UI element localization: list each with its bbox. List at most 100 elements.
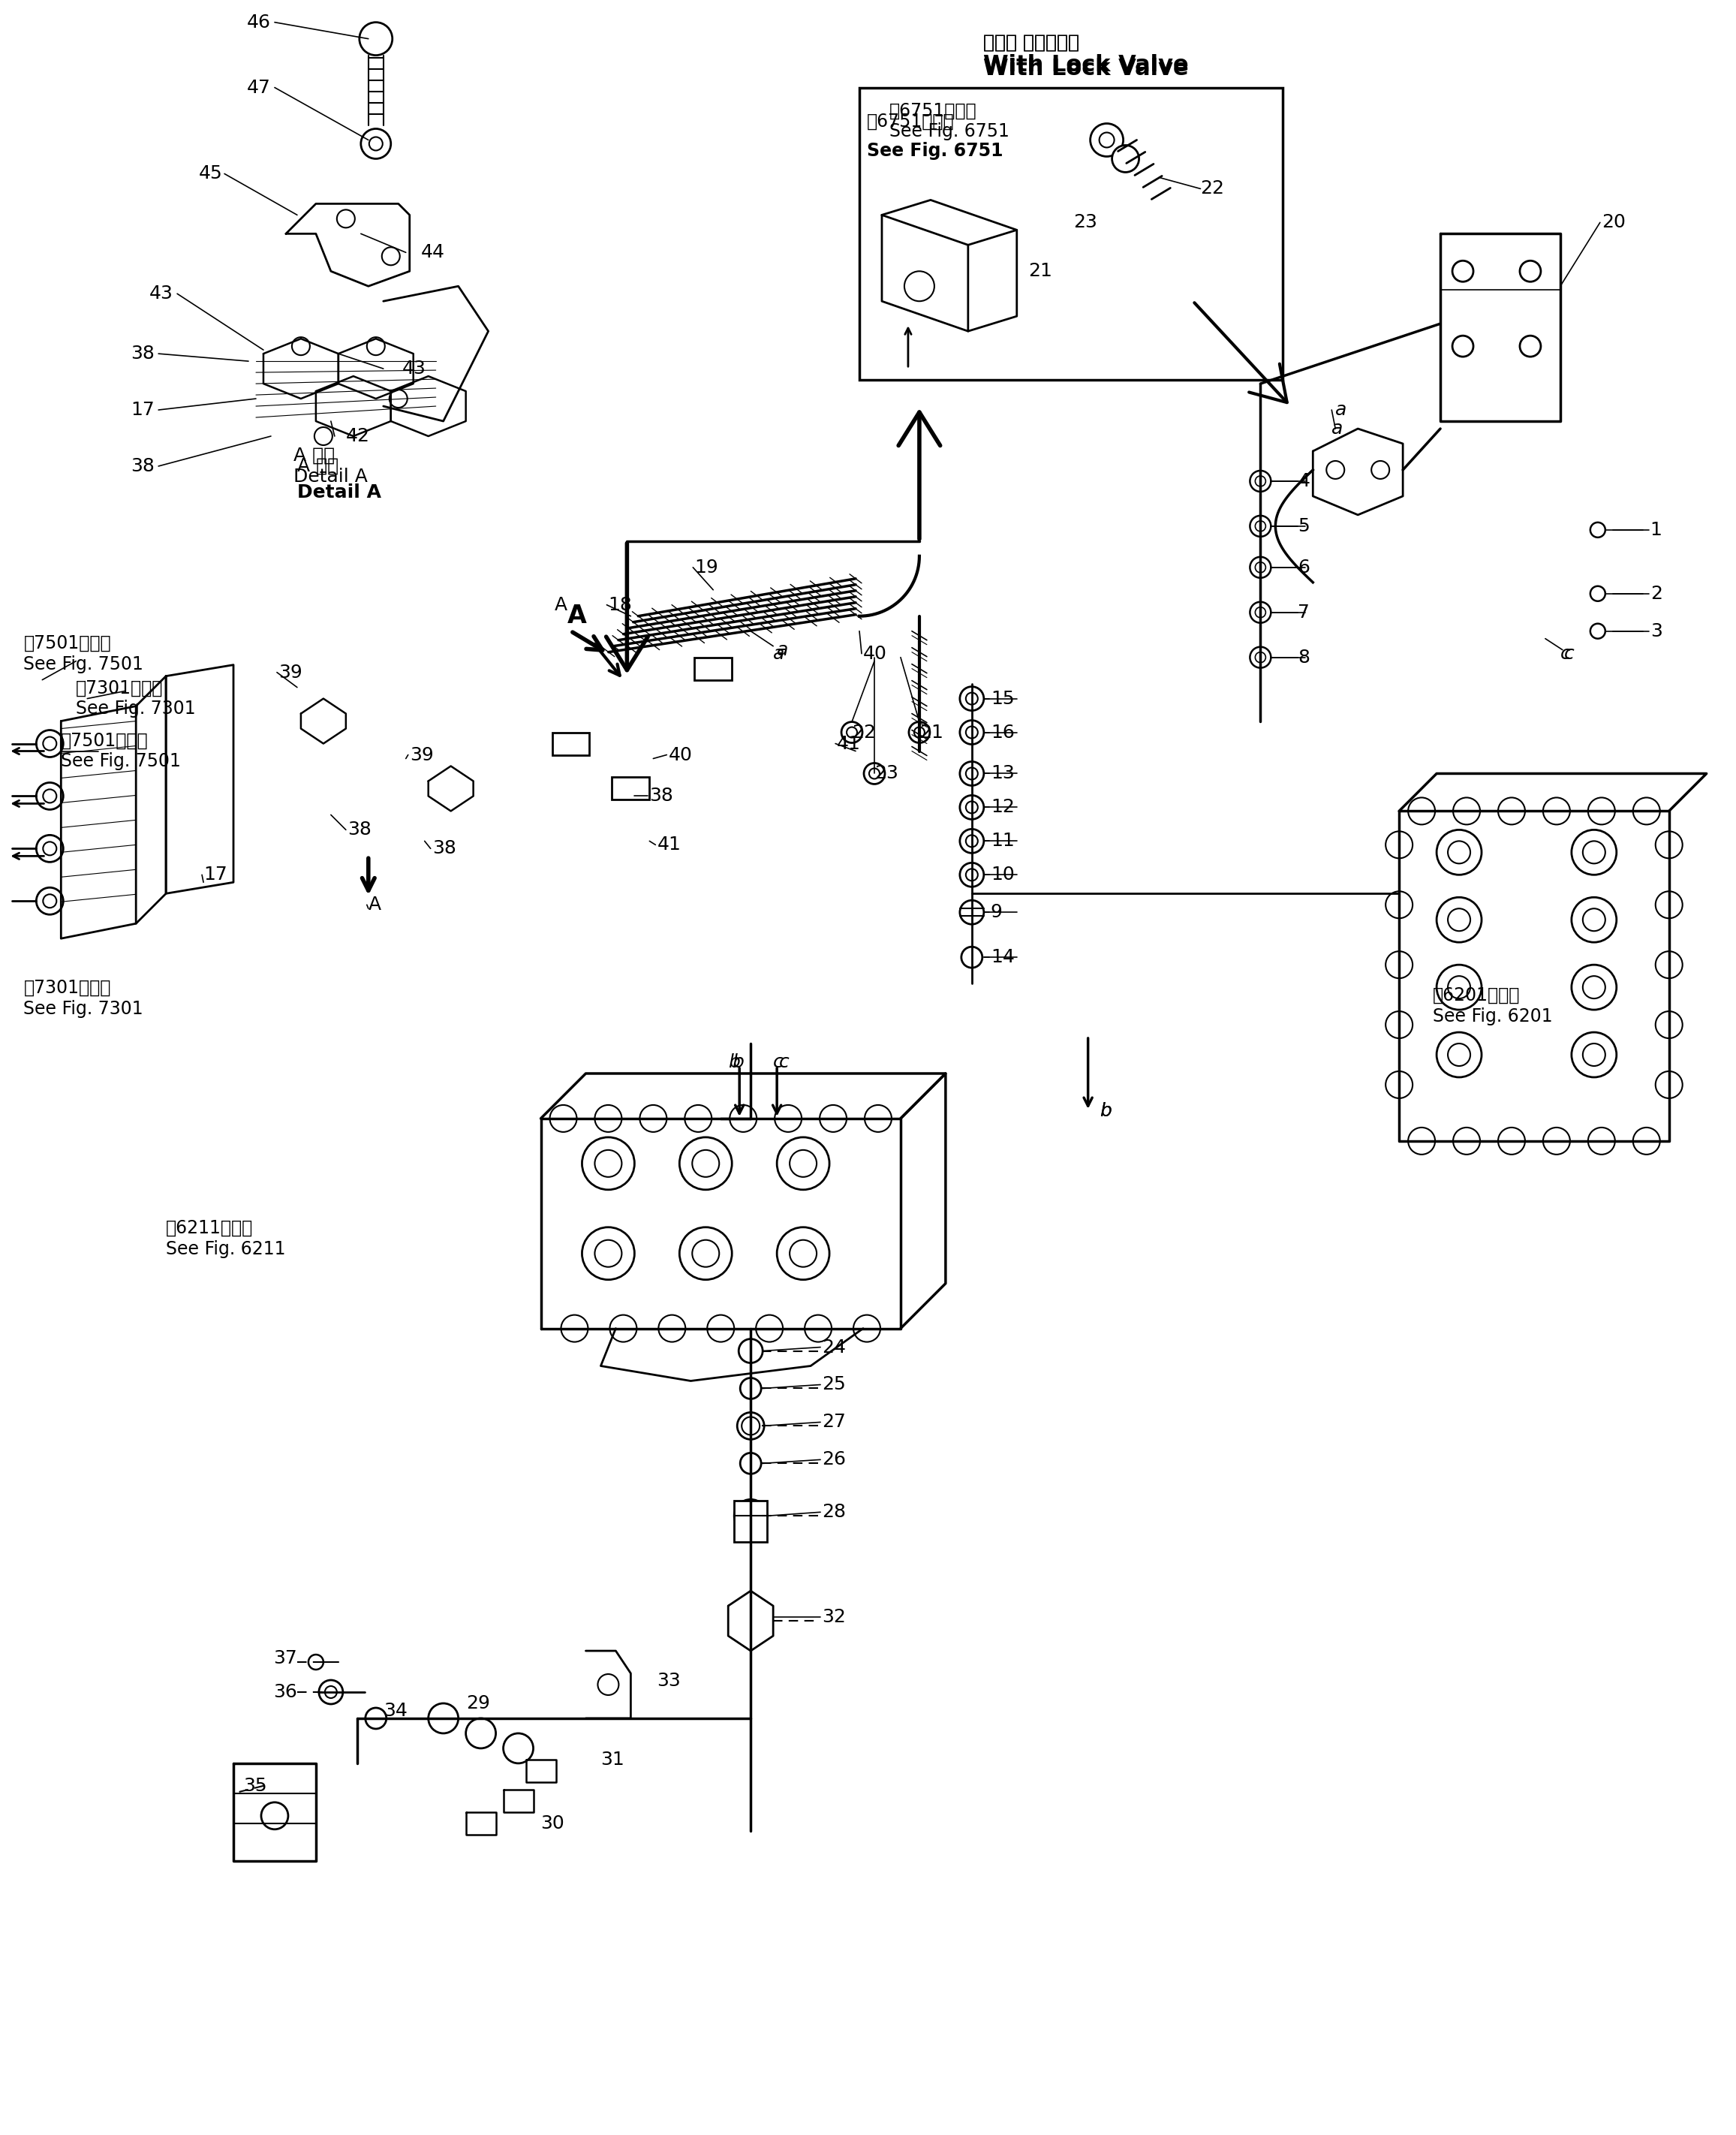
Text: 22: 22 — [1201, 179, 1224, 199]
Text: 31: 31 — [601, 1751, 625, 1768]
Bar — [552, 732, 590, 756]
Circle shape — [740, 1377, 760, 1398]
Circle shape — [1519, 260, 1542, 282]
Text: 7: 7 — [1299, 604, 1311, 621]
Text: 21: 21 — [1028, 263, 1052, 280]
Text: A: A — [554, 596, 568, 615]
Text: 23: 23 — [1073, 214, 1097, 231]
Bar — [859, 88, 1283, 380]
Circle shape — [1250, 647, 1271, 668]
Circle shape — [595, 1106, 621, 1132]
Text: 2: 2 — [1651, 585, 1663, 602]
Circle shape — [960, 901, 984, 924]
Circle shape — [1437, 897, 1481, 942]
Text: ロック バルブ付き: ロック バルブ付き — [983, 34, 1080, 51]
Circle shape — [790, 1151, 816, 1176]
Circle shape — [1588, 798, 1614, 824]
Circle shape — [684, 1106, 712, 1132]
Circle shape — [1543, 1127, 1569, 1155]
Circle shape — [1448, 910, 1470, 931]
Circle shape — [361, 128, 391, 158]
Circle shape — [1571, 897, 1616, 942]
Circle shape — [842, 722, 863, 743]
Text: 5: 5 — [1299, 517, 1309, 536]
Text: 43: 43 — [149, 284, 174, 303]
Circle shape — [734, 1499, 767, 1533]
Circle shape — [778, 1138, 830, 1189]
Text: See Fig. 6751: See Fig. 6751 — [866, 143, 1003, 160]
Circle shape — [1448, 841, 1470, 863]
Circle shape — [365, 1708, 387, 1729]
Circle shape — [609, 1315, 637, 1343]
Circle shape — [740, 1339, 762, 1362]
Circle shape — [707, 1315, 734, 1343]
Circle shape — [1448, 976, 1470, 999]
Circle shape — [1255, 606, 1266, 617]
Text: c: c — [779, 1053, 790, 1072]
Circle shape — [366, 337, 385, 354]
Text: ロック バルブ付き: ロック バルブ付き — [983, 34, 1080, 51]
Text: 43: 43 — [403, 359, 425, 378]
Circle shape — [778, 1228, 830, 1279]
Circle shape — [465, 1719, 496, 1749]
Circle shape — [1255, 476, 1266, 487]
Circle shape — [1453, 1127, 1481, 1155]
Text: A 詳細
Detail A: A 詳細 Detail A — [293, 446, 368, 485]
Circle shape — [960, 796, 984, 820]
Text: 14: 14 — [991, 948, 1014, 967]
Circle shape — [1448, 1044, 1470, 1065]
Text: 41: 41 — [837, 734, 861, 754]
Text: 13: 13 — [991, 764, 1014, 784]
Circle shape — [1656, 1072, 1682, 1097]
Text: 30: 30 — [542, 1815, 564, 1832]
Circle shape — [43, 841, 57, 856]
Bar — [694, 658, 733, 679]
Circle shape — [1326, 461, 1344, 478]
Circle shape — [43, 790, 57, 803]
Circle shape — [1590, 587, 1606, 602]
Text: 29: 29 — [465, 1695, 490, 1712]
Text: 38: 38 — [347, 820, 372, 839]
Text: 12: 12 — [991, 798, 1014, 816]
Circle shape — [755, 1315, 783, 1343]
Circle shape — [1385, 952, 1413, 978]
Text: 第7501図参照
See Fig. 7501: 第7501図参照 See Fig. 7501 — [24, 634, 144, 673]
Circle shape — [260, 1802, 288, 1830]
Circle shape — [1453, 260, 1474, 282]
Text: 6: 6 — [1299, 559, 1311, 576]
Circle shape — [36, 888, 62, 914]
Circle shape — [1583, 1044, 1606, 1065]
Text: c: c — [773, 1053, 783, 1072]
Circle shape — [1543, 798, 1569, 824]
Circle shape — [960, 762, 984, 786]
Circle shape — [595, 1240, 621, 1266]
Circle shape — [729, 1106, 757, 1132]
Circle shape — [1250, 602, 1271, 623]
Circle shape — [1571, 831, 1616, 875]
Text: a: a — [773, 645, 785, 662]
Text: 1: 1 — [1651, 521, 1661, 538]
Text: 21: 21 — [920, 724, 943, 741]
Text: a: a — [778, 640, 788, 660]
Text: 18: 18 — [608, 596, 632, 615]
Circle shape — [1519, 335, 1542, 357]
Circle shape — [309, 1655, 323, 1670]
Text: 16: 16 — [991, 724, 1014, 741]
Text: 第6201図参照
See Fig. 6201: 第6201図参照 See Fig. 6201 — [1432, 986, 1552, 1025]
Circle shape — [1571, 965, 1616, 1010]
Circle shape — [43, 737, 57, 749]
Text: 38: 38 — [432, 839, 457, 858]
Text: 20: 20 — [1602, 214, 1625, 231]
Text: 第7501図参照
See Fig. 7501: 第7501図参照 See Fig. 7501 — [61, 732, 181, 771]
Text: 35: 35 — [243, 1776, 267, 1796]
Circle shape — [1250, 517, 1271, 536]
Text: A 詳細: A 詳細 — [297, 457, 339, 476]
Text: A: A — [568, 604, 587, 628]
Circle shape — [1250, 470, 1271, 491]
Circle shape — [1453, 798, 1481, 824]
Circle shape — [865, 1106, 892, 1132]
Text: 38: 38 — [649, 788, 674, 805]
Circle shape — [847, 728, 858, 737]
Text: 34: 34 — [384, 1702, 408, 1721]
Circle shape — [1571, 1031, 1616, 1078]
